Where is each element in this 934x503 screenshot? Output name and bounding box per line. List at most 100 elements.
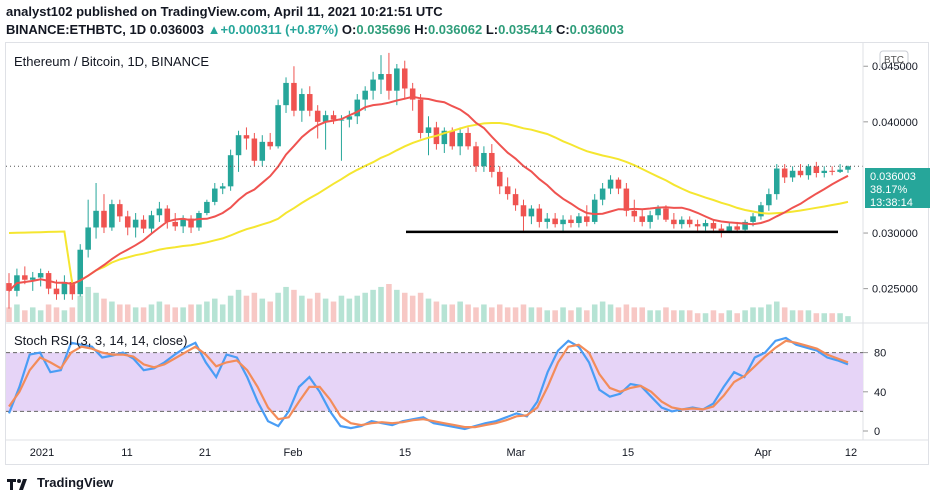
time-tick-label: Mar — [507, 447, 526, 459]
volume-bar — [93, 292, 99, 322]
volume-bar — [607, 304, 614, 322]
volume-bar — [243, 295, 250, 322]
volume-bar — [330, 301, 337, 322]
candle-body — [584, 216, 590, 222]
tradingview-logo-icon — [7, 478, 27, 490]
volume-bar — [718, 313, 725, 322]
volume-bar — [29, 307, 36, 322]
volume-bar — [742, 310, 748, 322]
candle-body — [53, 288, 60, 295]
candle-body — [465, 132, 471, 147]
candle-body — [243, 135, 250, 139]
moving-averages — [8, 95, 849, 292]
candle-body — [631, 210, 638, 217]
volume-bar — [449, 304, 456, 322]
candle-body — [6, 283, 12, 291]
candle-body — [789, 170, 796, 178]
volume-bar — [291, 289, 297, 322]
candle-body — [805, 166, 812, 176]
rsi-tick-label: 80 — [874, 348, 886, 360]
candle-body — [117, 204, 123, 217]
candle-body — [196, 213, 202, 228]
volume-bar — [275, 292, 281, 322]
candle-body — [615, 179, 622, 189]
price-label-pct: 38.17% — [870, 184, 908, 196]
footer-brand[interactable]: TradingView — [6, 475, 113, 490]
pane-title: Ethereum / Bitcoin, 1D, BINANCE — [14, 54, 209, 69]
volume-bar — [307, 298, 313, 322]
rsi-title: Stoch RSI (3, 3, 14, 14, close) — [14, 333, 187, 348]
candle-body — [417, 99, 424, 133]
candle-body — [180, 218, 186, 227]
candle-body — [85, 227, 91, 250]
candle-body — [647, 215, 653, 222]
low-value: 0.035414 — [498, 22, 553, 37]
volume-bar — [188, 304, 194, 322]
currency-badge-label: BTC — [884, 55, 904, 66]
volume-bar — [576, 307, 582, 322]
stoch-d-line — [8, 339, 849, 429]
time-tick-label: 2021 — [30, 447, 54, 459]
volume-bar — [45, 304, 52, 322]
volume-bar — [623, 304, 630, 322]
candle-body — [560, 219, 566, 225]
candle-body — [726, 226, 733, 231]
candle-body — [140, 219, 147, 229]
volume-bar — [227, 295, 234, 322]
candle-body — [322, 115, 329, 122]
volume-bar — [845, 316, 851, 322]
candle-body — [370, 79, 376, 91]
candle-body — [576, 216, 582, 224]
stoch-rsi-lines — [7, 336, 849, 431]
volume-bar — [829, 313, 835, 322]
rsi-tick-label: 0 — [874, 426, 880, 438]
price-axis: 0.045000 0.040000 0.030000 0.025000 — [863, 61, 918, 296]
volume-bar — [750, 307, 756, 322]
volume-bar — [465, 304, 471, 322]
candle-body — [536, 208, 543, 222]
candle-body — [307, 94, 313, 111]
slow-ma-line — [8, 122, 849, 286]
candle-body — [599, 188, 606, 200]
candle-body — [552, 218, 558, 225]
volume-bar — [536, 307, 543, 322]
volume-bar — [148, 304, 155, 322]
volume-bars — [6, 284, 851, 322]
candle-body — [346, 116, 353, 120]
volume-bar — [599, 301, 606, 322]
volume-bar — [346, 298, 353, 322]
volume-bar — [433, 301, 440, 322]
candle-body — [694, 224, 701, 227]
open-label: O: — [341, 22, 357, 37]
candle-body — [837, 169, 843, 172]
candle-body — [338, 119, 345, 121]
candle-body — [29, 277, 36, 280]
candle-body — [686, 219, 693, 225]
candle-body — [845, 166, 851, 170]
candle-body — [441, 130, 448, 145]
footer-brand-label: TradingView — [37, 475, 114, 490]
candle-body — [148, 215, 155, 229]
volume-bar — [362, 292, 368, 322]
candle-body — [481, 152, 487, 167]
candle-body — [425, 127, 432, 133]
volume-bar — [132, 307, 139, 322]
currency-badge[interactable] — [879, 50, 909, 69]
price-label-value: 0.036003 — [870, 171, 916, 183]
candle-body — [251, 138, 258, 161]
candle-body — [164, 208, 171, 222]
rsi-axis: 80 40 0 — [863, 348, 886, 438]
candle-body — [679, 219, 685, 225]
candle-body — [109, 204, 115, 228]
candle-body — [639, 216, 645, 222]
candle-body — [528, 208, 535, 217]
volume-bar — [85, 286, 91, 322]
rsi-band — [6, 352, 863, 412]
fast-ma-line — [8, 95, 849, 292]
candle-body — [797, 170, 804, 176]
price-tick-label: 0.040000 — [872, 117, 918, 129]
candle-body — [235, 135, 242, 156]
time-tick-label: 12 — [845, 447, 857, 459]
volume-bar — [417, 292, 424, 322]
